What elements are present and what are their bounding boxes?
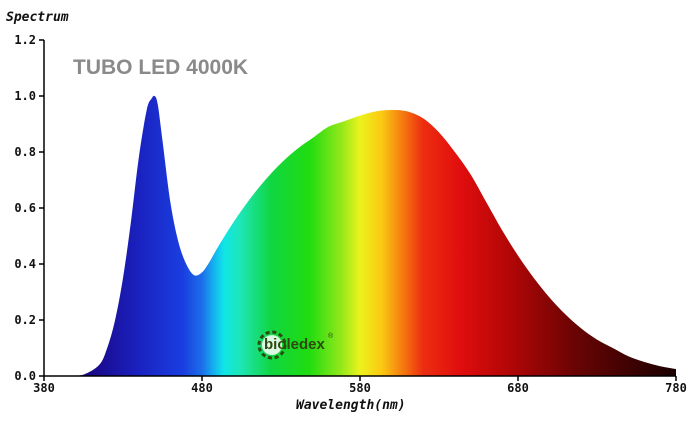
sun-gear-icon bbox=[257, 330, 287, 360]
x-tick-label: 680 bbox=[507, 381, 529, 395]
x-tick-label: 780 bbox=[665, 381, 687, 395]
y-tick-label: 0.4 bbox=[14, 257, 36, 271]
y-axis-ticks: 0.0 0.2 0.4 0.6 0.8 1.0 1.2 bbox=[14, 33, 44, 383]
x-tick-label: 380 bbox=[33, 381, 55, 395]
y-tick-label: 1.2 bbox=[14, 33, 36, 47]
x-tick-label: 480 bbox=[191, 381, 213, 395]
bioledex-logo bbox=[257, 330, 287, 360]
registered-mark: ® bbox=[328, 333, 334, 340]
y-tick-label: 0.8 bbox=[14, 145, 36, 159]
y-tick-label: 0.6 bbox=[14, 201, 36, 215]
x-tick-label: 580 bbox=[349, 381, 371, 395]
logo-text: bioledex bbox=[264, 336, 325, 353]
y-tick-label: 0.0 bbox=[14, 369, 36, 383]
spectrum-area bbox=[44, 95, 676, 377]
x-axis-ticks: 380 480 580 680 780 bbox=[33, 376, 687, 395]
y-tick-label: 1.0 bbox=[14, 89, 36, 103]
y-axis-title: Spectrum bbox=[6, 10, 69, 25]
product-label: TUBO LED 4000K bbox=[73, 56, 249, 79]
x-axis-title: Wavelength(nm) bbox=[296, 398, 406, 413]
y-tick-label: 0.2 bbox=[14, 313, 36, 327]
